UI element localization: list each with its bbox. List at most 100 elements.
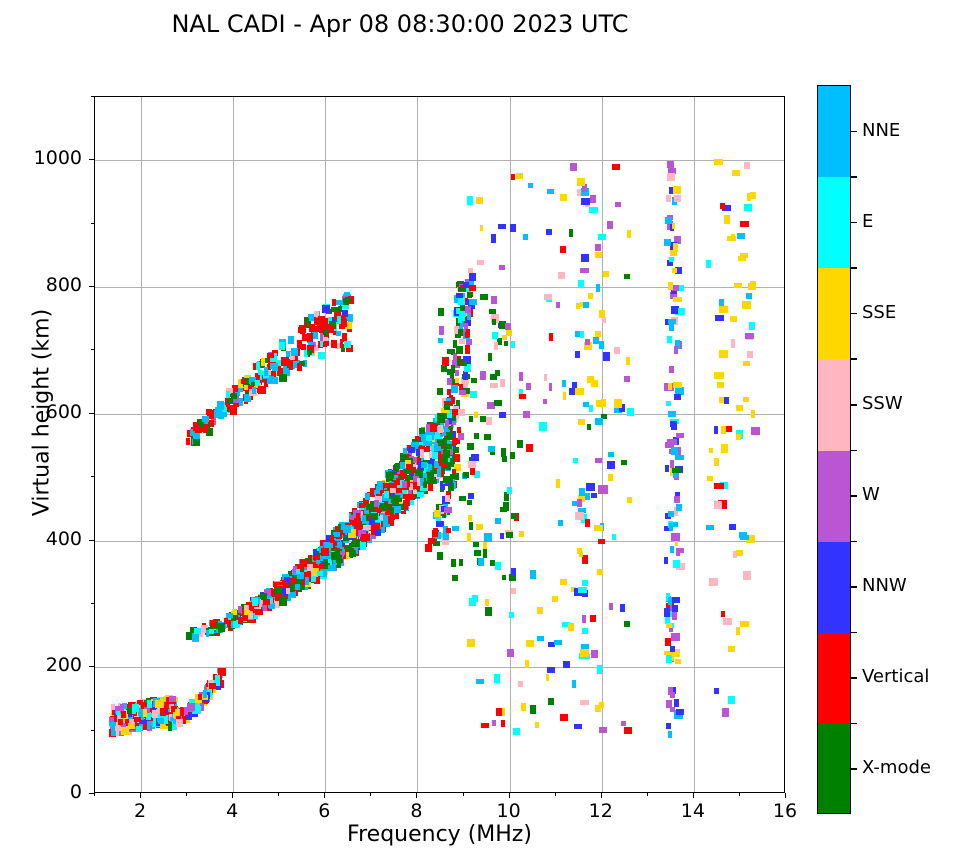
data-point [344,321,352,329]
data-point [391,469,398,477]
data-point [713,500,723,509]
data-point [111,728,117,737]
data-point [476,678,484,684]
data-point [337,306,343,313]
data-point [281,357,289,366]
data-point [320,336,328,346]
colorbar-segment-w[interactable] [818,450,850,542]
data-point [341,316,347,323]
data-point [280,586,289,596]
colorbar-segment-e[interactable] [818,177,850,269]
data-point [314,311,319,318]
data-point [482,541,487,551]
data-point [600,413,608,419]
data-point [705,524,715,531]
data-point [300,584,307,591]
data-point [674,659,681,665]
data-point [558,272,565,280]
data-point [187,702,195,712]
data-point [459,322,464,329]
data-point [233,619,240,629]
data-point [719,202,725,210]
x-axis-tick [600,793,602,798]
data-point [546,666,555,674]
data-point [568,228,573,237]
colorbar-segment-ssw[interactable] [818,359,850,451]
data-point [355,525,363,532]
data-point [197,694,202,700]
data-point [260,593,268,601]
data-point [510,567,516,575]
data-point [615,202,622,208]
x-axis-minor-tick [186,793,188,796]
data-point [581,198,591,206]
data-point [483,533,492,542]
data-point [430,478,437,484]
data-point [437,449,443,455]
data-point [446,490,451,499]
data-point [446,388,451,396]
data-point [318,563,327,569]
data-point [141,723,147,731]
data-point [666,172,675,181]
data-point [595,331,601,337]
data-point [468,279,474,286]
data-point [557,520,563,526]
x-axis-tick-label: 4 [226,800,239,822]
data-point [300,325,306,332]
data-point [126,706,132,715]
data-point [436,469,444,477]
data-point [296,564,303,572]
data-point [379,487,385,493]
data-point [350,516,356,525]
data-point [403,488,411,494]
data-point [446,377,453,385]
data-point [227,391,234,398]
y-axis-minor-tick [91,349,94,351]
data-point [582,401,589,408]
data-point [251,379,257,387]
colorbar-segment-sse[interactable] [818,268,850,360]
data-point [675,308,685,315]
plot-area[interactable] [94,96,785,793]
data-point [666,259,674,266]
data-point [458,287,467,292]
data-point [206,409,212,416]
colorbar-segment-vertical[interactable] [818,632,850,724]
data-point [465,319,471,325]
data-point [556,302,561,308]
data-point [357,530,366,538]
data-point [590,195,597,204]
data-point [383,482,392,489]
data-point [561,379,566,388]
data-point [598,727,607,733]
data-point [469,391,477,398]
data-point [674,394,681,401]
x-axis-minor-tick [462,793,464,796]
data-point [333,540,341,547]
data-point [618,404,626,412]
data-point [279,373,287,382]
data-point [121,727,130,736]
colorbar-segment-x-mode[interactable] [818,723,850,813]
data-point [444,481,452,487]
colorbar[interactable] [817,85,851,814]
data-point [226,390,230,399]
colorbar-segment-nnw[interactable] [818,541,850,633]
data-point [323,329,329,335]
data-point [345,545,349,551]
data-point [438,453,445,460]
gridline-horizontal [95,667,784,669]
data-point [737,255,746,262]
data-point [575,303,580,309]
data-point [339,339,344,348]
data-point [436,521,445,527]
colorbar-segment-nne[interactable] [818,86,850,178]
data-point [465,338,473,345]
data-point [457,358,461,367]
data-point [714,371,724,379]
page-title: NAL CADI - Apr 08 08:30:00 2023 UTC [171,10,629,38]
data-point [266,353,275,359]
data-point [473,541,480,548]
data-point [608,603,613,611]
